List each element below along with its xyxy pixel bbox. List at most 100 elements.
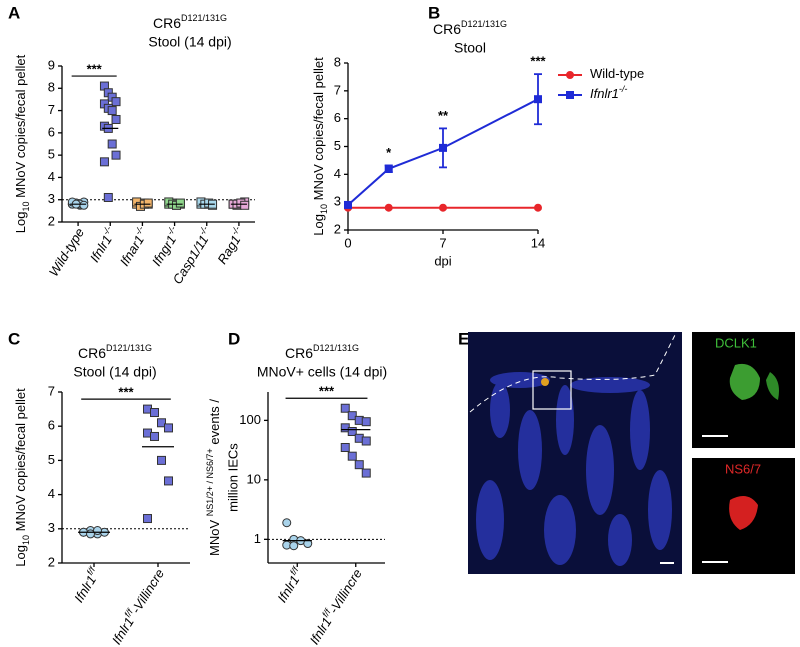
x-tick-label: 14 [531,235,545,250]
data-point [79,200,89,210]
data-point [347,427,357,437]
y-axis-label: Log10 MNoV copies/fecal pellet [13,388,31,567]
data-point [107,106,117,116]
data-point [164,423,173,433]
chart-title: CR6D121/131G [433,19,507,36]
y-tick-label: 10 [247,471,261,486]
dclk1-cell [766,372,779,400]
y-axis-label-part: MNoV copies/fecal pellet [311,57,326,204]
y-tick-label: 2 [48,554,55,569]
legend-label-part: Ifnlr1 [590,86,619,101]
panel-label: A [8,3,20,22]
y-axis-label: Log10 MNoV copies/fecal pellet [13,54,31,233]
data-point [111,97,121,107]
chart-title: CR6D121/131G [153,13,227,30]
y-axis-label-part: 10 [21,535,31,545]
chart-title-part: D121/131G [313,343,359,353]
data-point [164,476,173,486]
data-point [347,411,357,421]
y-axis-label-part: MNoV copies/fecal pellet [13,54,28,201]
chart-title-part: CR6 [78,345,106,361]
y-tick-label: 4 [334,166,341,181]
data-point [439,203,447,212]
legend-label: Wild-type [590,66,644,81]
x-tick-label: Ifnar1-/- [115,224,152,268]
zoom-box [532,370,572,410]
y-tick-label: 5 [334,138,341,153]
y-tick-label: 3 [334,194,341,209]
x-tick-label: Rag1-/- [213,224,248,267]
data-point [344,200,352,209]
x-tick-label: Ifnlr1f/f-Villincre [107,565,167,647]
data-point [240,200,250,210]
data-point [303,539,313,549]
y-tick-label: 8 [334,54,341,69]
data-point [361,417,371,427]
y-tick-label: 3 [48,191,55,206]
x-tick-label: Ifnlr1f/f [70,564,105,605]
data-point [347,451,357,461]
data-point [150,408,159,418]
y-axis-label-part: NS1/2+ / NS6/7+ [205,448,215,516]
chart-title-part: CR6 [153,15,181,31]
panel-label: B [428,3,440,22]
data-point [340,403,350,413]
ns67-cell [729,496,758,530]
data-point [143,198,153,208]
y-tick-label: 7 [334,82,341,97]
data-point [107,139,117,149]
y-tick-label: 1 [254,531,261,546]
chart-title-part: D121/131G [461,19,507,29]
x-tick-label-part: -Villincre [326,566,365,616]
x-tick-label-part: Ifnlr1 [275,573,303,605]
y-axis-label-part: 10 [21,201,31,211]
data-point [361,436,371,446]
data-point [111,114,121,124]
inset-label: NS6/7 [725,461,761,476]
y-tick-label: 6 [48,124,55,139]
significance-label: *** [87,61,103,76]
x-tick-label-part: Ifnar1 [117,233,147,269]
chart-title-part: CR6 [285,345,313,361]
y-tick-label: 2 [334,221,341,236]
y-tick-label: 9 [48,57,55,72]
y-axis-label-part: MNoV [207,516,222,556]
legend-label-part: -/- [619,84,628,94]
x-tick-label-part: Ifnlr1 [71,573,99,605]
data-point [384,203,393,212]
data-point [93,526,102,536]
x-tick-label: 7 [439,235,446,250]
chart-subtitle: MNoV+ cells (14 dpi) [257,364,387,380]
x-tick-label-part: Ifngr1 [149,233,179,269]
data-point [439,143,447,152]
data-point [282,518,292,528]
y-axis-label-part: Log [13,545,28,567]
dclk1-cell [729,363,760,400]
epithelium-outline [469,334,676,413]
data-point [111,150,121,160]
y-tick-label: 7 [48,102,55,117]
y-tick-label: 2 [48,213,55,228]
x-tick-label: Wild-type [46,225,87,279]
inset-label: DCLK1 [715,335,757,350]
y-axis-label: MNoV NS1/2+ / NS6/7+ events / [205,399,222,556]
x-tick-label-part: -Villincre [128,566,167,616]
y-axis-label: Log10 MNoV copies/fecal pellet [311,57,329,236]
nuclei [476,372,672,566]
y-tick-label: 4 [48,169,55,184]
data-point [340,442,350,452]
y-tick-label: 6 [334,110,341,125]
x-axis-label: dpi [434,253,451,268]
chart-title: CR6D121/131G [285,343,359,360]
data-point [289,541,299,551]
chart-title-part: D121/131G [106,343,152,353]
y-tick-label: 7 [48,383,55,398]
y-tick-label: 6 [48,418,55,433]
data-point [175,198,185,208]
data-point [150,431,159,441]
legend-label-part: Wild-type [590,66,644,81]
x-tick-label-part: Wild-type [46,225,87,279]
data-point [534,95,542,104]
chart-subtitle: Stool (14 dpi) [148,34,231,50]
